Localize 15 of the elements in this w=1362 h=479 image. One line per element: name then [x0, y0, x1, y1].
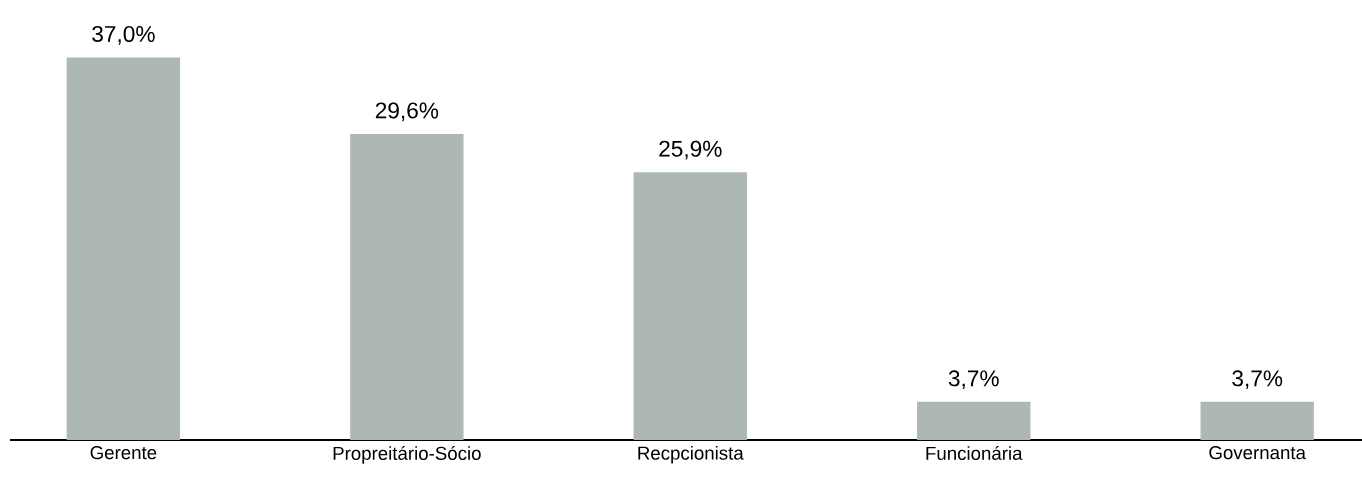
data-label: 29,6% [375, 102, 439, 122]
bar [917, 401, 1031, 440]
bar [350, 133, 464, 440]
bar [1200, 401, 1314, 440]
data-label: 3,7% [948, 370, 999, 390]
bar [66, 57, 181, 440]
data-label: 25,9% [659, 140, 722, 160]
bar [633, 172, 747, 440]
x-tick-label: Gerente [90, 446, 157, 460]
x-tick-label: Funcionária [926, 446, 1023, 460]
x-tick-label: Recpcionista [638, 446, 744, 464]
x-tick-label: Governanta [1209, 446, 1306, 460]
data-label: 3,7% [1232, 370, 1283, 390]
data-label: 37,0% [92, 25, 155, 45]
x-tick-label: Propreitário-Sócio [333, 446, 481, 464]
